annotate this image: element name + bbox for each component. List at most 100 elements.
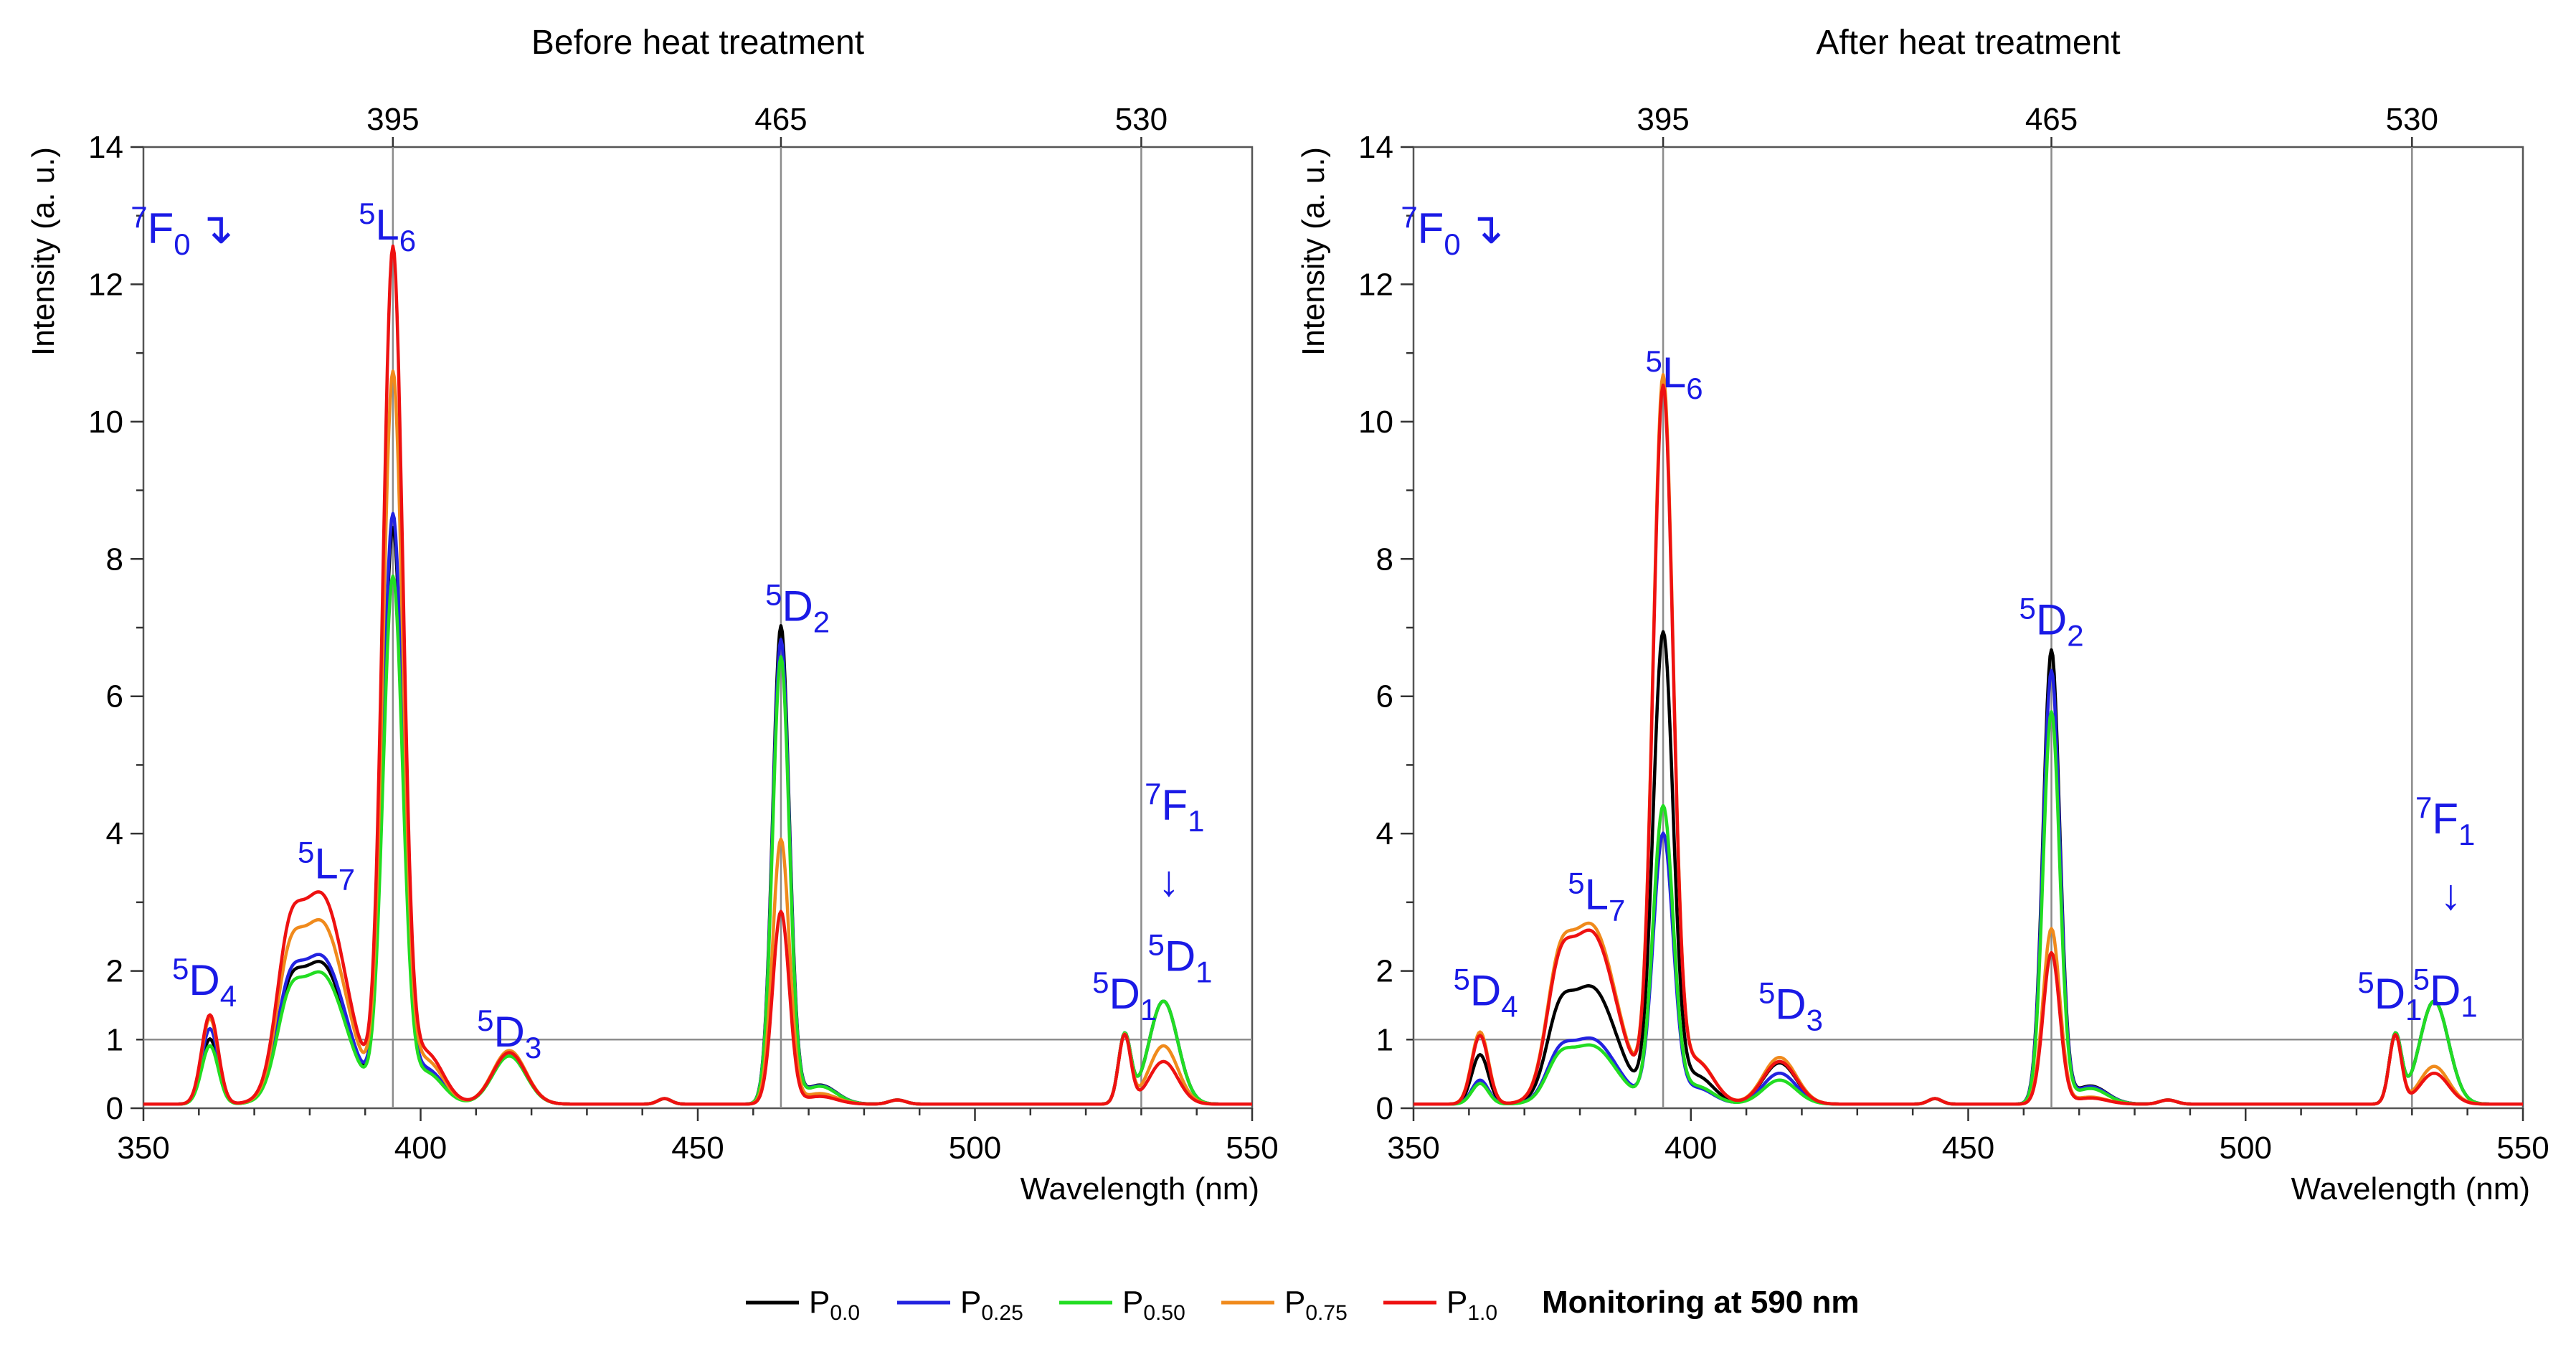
transition-label: 7F0 ↴ [1401,200,1504,261]
x-tick-label: 400 [1665,1130,1717,1166]
transition-label: ↓ [2440,870,2461,918]
label-subscript: 4 [220,979,237,1013]
label-subscript: 6 [1686,372,1703,405]
label-base: D [1775,981,1806,1029]
label-subscript: 7 [338,862,355,896]
label-superscript: 5 [1568,866,1584,899]
label-superscript: 5 [172,952,189,986]
x-axis-label: Wavelength (nm) [2291,1171,2530,1206]
y-tick-label: 1 [106,1022,123,1057]
top-tick-label: 395 [366,102,419,137]
transition-label: 5L6 [1645,344,1703,405]
series-line-P0.0 [143,526,1252,1106]
label-base: L [1662,349,1686,397]
y-tick-label: 10 [1358,405,1393,440]
transition-label: 5D1 [2357,965,2422,1026]
transition-label: 7F1 [2415,790,2475,851]
label-subscript: 1 [2405,993,2422,1026]
y-tick-label: 6 [1376,679,1393,714]
label-superscript: 5 [1092,965,1109,999]
top-tick-label: 465 [754,102,807,137]
legend-label: P0.25 [960,1285,1023,1325]
x-tick-label: 350 [117,1130,169,1166]
label-superscript: 7 [2415,790,2432,824]
legend-label: P1.0 [1446,1285,1497,1325]
transition-label: 7F1 [1145,777,1204,838]
label-subscript: 2 [813,605,830,638]
label-arrow: ↴ [1468,204,1504,252]
label-subscript: 1 [2458,818,2475,851]
label-base: ↓ [1158,856,1180,905]
legend-label-subscript: 0.25 [981,1301,1023,1325]
transition-label: 5D4 [172,952,237,1013]
label-superscript: 7 [1401,200,1417,234]
y-tick-label: 10 [88,405,123,440]
x-axis-label: Wavelength (nm) [1021,1171,1259,1206]
transition-label: 5D2 [2019,592,2083,653]
label-base: ↓ [2440,870,2461,918]
label-superscript: 5 [477,1004,493,1037]
series-line-P0.50 [1414,710,2523,1106]
y-tick-label: 4 [106,816,123,851]
label-superscript: 5 [765,577,782,611]
legend-label-subscript: 1.0 [1467,1301,1497,1325]
label-subscript: 1 [1140,993,1157,1026]
y-tick-label: 14 [1358,130,1393,165]
label-base: D [2036,596,2067,644]
legend-label-base: P [1122,1285,1143,1320]
legend-label-base: P [960,1285,981,1320]
series-line-P1.0 [1414,383,2523,1106]
label-subscript: 4 [1501,989,1517,1023]
legend-label-base: P [1446,1285,1467,1320]
transition-label: 5D2 [765,577,830,638]
transition-label: 5D1 [1092,965,1157,1026]
y-axis-label: Intensity (a. u.) [26,147,61,356]
x-tick-label: 500 [949,1130,1001,1166]
label-base: L [314,839,338,887]
label-base: D [189,956,219,1004]
legend-note: Monitoring at 590 nm [1542,1285,1859,1320]
label-superscript: 5 [1758,976,1775,1010]
label-subscript: 0 [174,227,190,261]
label-subscript: 6 [399,224,416,258]
label-base: D [1165,932,1195,981]
transition-label: 5D3 [1758,976,1823,1037]
label-base: F [2432,795,2458,843]
y-tick-label: 4 [1376,816,1393,851]
series-line-P0.75 [1414,373,2523,1106]
label-subscript: 3 [525,1031,541,1064]
legend-label-base: P [1284,1285,1305,1320]
label-base: L [375,201,399,249]
label-base: F [1418,204,1444,252]
legend-label-subscript: 0.0 [830,1301,860,1325]
label-base: L [1585,870,1609,918]
y-axis-label: Intensity (a. u.) [1296,147,1331,356]
y-tick-label: 6 [106,679,123,714]
label-base: D [2430,966,2461,1014]
label-superscript: 5 [1645,344,1662,378]
legend: P0.0 P0.25 P0.50 P0.75 P1.0 Monitoring at 590… [746,1285,1859,1325]
transition-label: ↓ [1158,856,1180,905]
x-tick-label: 550 [2496,1130,2549,1166]
label-superscript: 7 [1145,777,1161,811]
label-base: D [494,1008,525,1056]
label-base: D [782,582,813,630]
label-base: F [1161,781,1188,829]
x-tick-label: 500 [2220,1130,2272,1166]
y-tick-label: 0 [1376,1091,1393,1126]
label-subscript: 0 [1444,227,1460,261]
label-superscript: 5 [2019,592,2035,625]
y-tick-label: 12 [88,267,123,302]
label-superscript: 7 [131,200,147,234]
label-superscript: 5 [1454,962,1470,996]
transition-label: 5D3 [477,1004,541,1064]
label-subscript: 3 [1806,1004,1823,1037]
transition-label: 7F0 ↴ [131,200,234,261]
label-subscript: 7 [1609,893,1625,927]
y-tick-label: 2 [1376,954,1393,989]
label-superscript: 5 [2357,965,2374,999]
legend-label: P0.0 [809,1285,860,1325]
x-tick-label: 550 [1226,1130,1278,1166]
